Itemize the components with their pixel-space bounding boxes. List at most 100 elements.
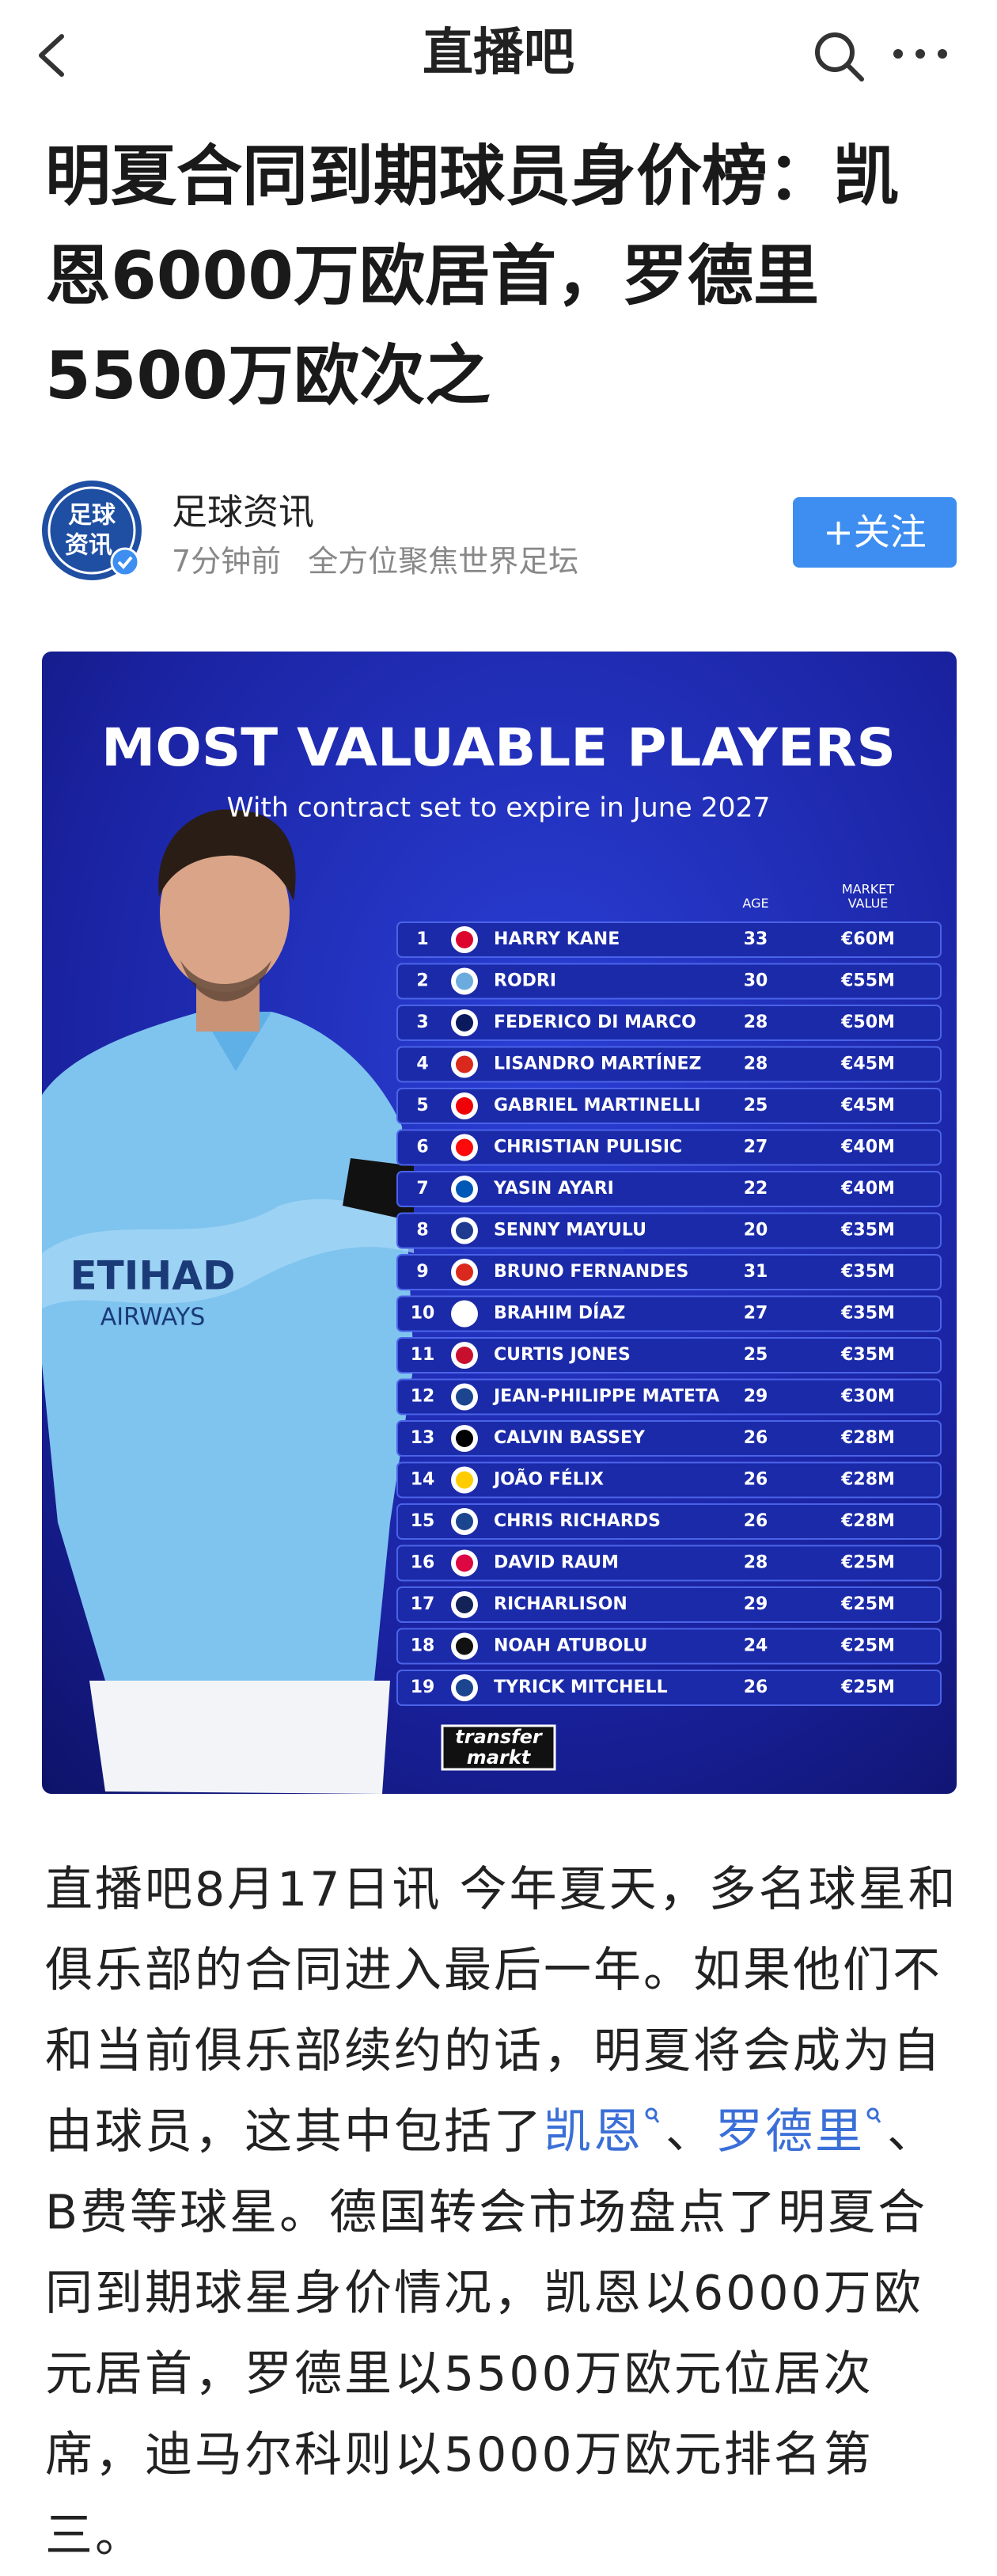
rank: 2	[416, 971, 428, 991]
club-crest	[456, 1513, 473, 1530]
row-background	[396, 1088, 942, 1124]
club-crest	[456, 1388, 473, 1406]
market-value: €60M	[840, 929, 895, 949]
infographic-subtitle: With contract set to expire in June 2027	[227, 792, 771, 824]
club-crest	[456, 1471, 473, 1489]
club-crest	[456, 1347, 473, 1364]
market-value: €50M	[840, 1013, 895, 1032]
player-name: SENNY MAYULU	[494, 1221, 646, 1241]
player-name: NOAH ATUBOLU	[494, 1636, 647, 1656]
player-name: JEAN-PHILIPPE MATETA	[492, 1387, 719, 1407]
rank: 14	[411, 1470, 435, 1490]
app-title: 直播吧	[423, 24, 574, 82]
rank: 19	[411, 1677, 435, 1697]
market-value: €45M	[840, 1096, 895, 1115]
rank: 3	[416, 1013, 428, 1032]
club-crest	[456, 1180, 473, 1198]
player-age: 25	[744, 1345, 768, 1365]
author-name[interactable]: 足球资讯	[172, 491, 315, 533]
market-value: €45M	[840, 1054, 895, 1074]
player-name: BRUNO FERNANDES	[494, 1262, 688, 1282]
transfermarkt-logo: transfer markt	[441, 1724, 556, 1771]
logo-text: markt	[467, 1746, 532, 1769]
avatar-text: 足球	[68, 502, 116, 530]
author-avatar[interactable]: 足球 资讯	[41, 480, 146, 584]
back-button[interactable]	[32, 32, 71, 79]
rank: 9	[416, 1262, 428, 1282]
player-name: RODRI	[494, 971, 556, 991]
row-background	[396, 1420, 942, 1457]
player-age: 20	[744, 1221, 768, 1241]
author-tagline: 全方位聚焦世界足坛	[308, 544, 579, 579]
follow-button[interactable]: +关注	[793, 497, 957, 568]
row-background	[396, 921, 942, 958]
player-age: 25	[744, 1096, 768, 1115]
rank: 7	[416, 1179, 428, 1199]
player-name: LISANDRO MARTÍNEZ	[494, 1054, 702, 1074]
player-name: FEDERICO DI MARCO	[494, 1013, 696, 1032]
row-background	[396, 1461, 942, 1499]
keyword-link[interactable]: 罗德里	[715, 2104, 865, 2160]
club-crest	[456, 1554, 473, 1572]
keyword-link[interactable]: 凯恩	[544, 2104, 643, 2160]
club-crest	[456, 1055, 473, 1073]
player-name: BRAHIM DÍAZ	[494, 1303, 625, 1324]
rank: 18	[411, 1636, 435, 1656]
row-background	[396, 1337, 942, 1373]
club-crest	[456, 931, 473, 948]
more-button[interactable]	[890, 44, 953, 63]
body-text: 、	[665, 2104, 715, 2160]
player-age: 22	[744, 1179, 768, 1199]
sponsor-text: AIRWAYS	[100, 1304, 206, 1332]
search-icon	[645, 2107, 660, 2123]
page: 直播吧 明夏合同到期球员身价榜：凯恩6000万欧居首，罗德里5500万欧次之 足…	[32, 24, 957, 2563]
player-name: CALVIN BASSEY	[494, 1428, 646, 1448]
rank: 15	[411, 1511, 435, 1531]
player-name: HARRY KANE	[494, 929, 620, 949]
rank: 10	[411, 1304, 435, 1324]
player-name: JOÃO FÉLIX	[492, 1469, 604, 1490]
market-value: €25M	[840, 1636, 895, 1656]
sponsor-text: ETIHAD	[70, 1253, 236, 1299]
player-age: 28	[744, 1054, 768, 1074]
player-age: 24	[744, 1636, 768, 1656]
avatar-text: 资讯	[65, 532, 112, 560]
rank: 12	[411, 1387, 435, 1407]
rank: 13	[411, 1428, 435, 1448]
row-background	[396, 1046, 942, 1083]
row-background	[396, 1254, 942, 1290]
market-value: €28M	[840, 1470, 895, 1490]
club-crest	[456, 1138, 473, 1157]
rank: 11	[411, 1345, 435, 1365]
player-age: 26	[744, 1511, 768, 1531]
market-value: €55M	[840, 971, 895, 991]
market-value: €28M	[840, 1428, 895, 1448]
player-age: 30	[744, 971, 768, 991]
market-value: €25M	[840, 1594, 895, 1614]
player-name: RICHARLISON	[494, 1594, 627, 1614]
row-background	[396, 1586, 942, 1623]
logo-text: transfer	[455, 1726, 544, 1748]
market-value: €35M	[840, 1345, 895, 1365]
player-age: 26	[744, 1470, 768, 1490]
infographic: ETIHAD AIRWAYS MOST VALUABLE PLAYERS Wit…	[42, 652, 957, 1794]
player-name: CURTIS JONES	[494, 1345, 631, 1365]
search-icon	[866, 2107, 881, 2123]
player-age: 26	[744, 1677, 768, 1697]
row-background	[396, 963, 942, 1000]
player-name: DAVID RAUM	[494, 1553, 619, 1573]
rank: 4	[416, 1054, 428, 1074]
rank: 8	[416, 1221, 428, 1241]
row-background	[396, 1378, 942, 1415]
market-value: €35M	[840, 1262, 895, 1282]
search-button[interactable]	[811, 28, 868, 85]
club-crest	[456, 1222, 473, 1240]
club-crest	[456, 1679, 473, 1696]
body-text: 、B费等球星。德国转会市场盘点了明夏合同到期球星身价情况，凯恩以6000万欧元居…	[45, 2104, 937, 2563]
club-crest	[456, 972, 473, 990]
row-background	[396, 1628, 942, 1665]
row-background	[396, 1544, 942, 1582]
rank: 1	[416, 929, 428, 949]
player-age: 29	[744, 1387, 768, 1407]
author-meta: 7分钟前 全方位聚焦世界足坛	[172, 543, 578, 579]
